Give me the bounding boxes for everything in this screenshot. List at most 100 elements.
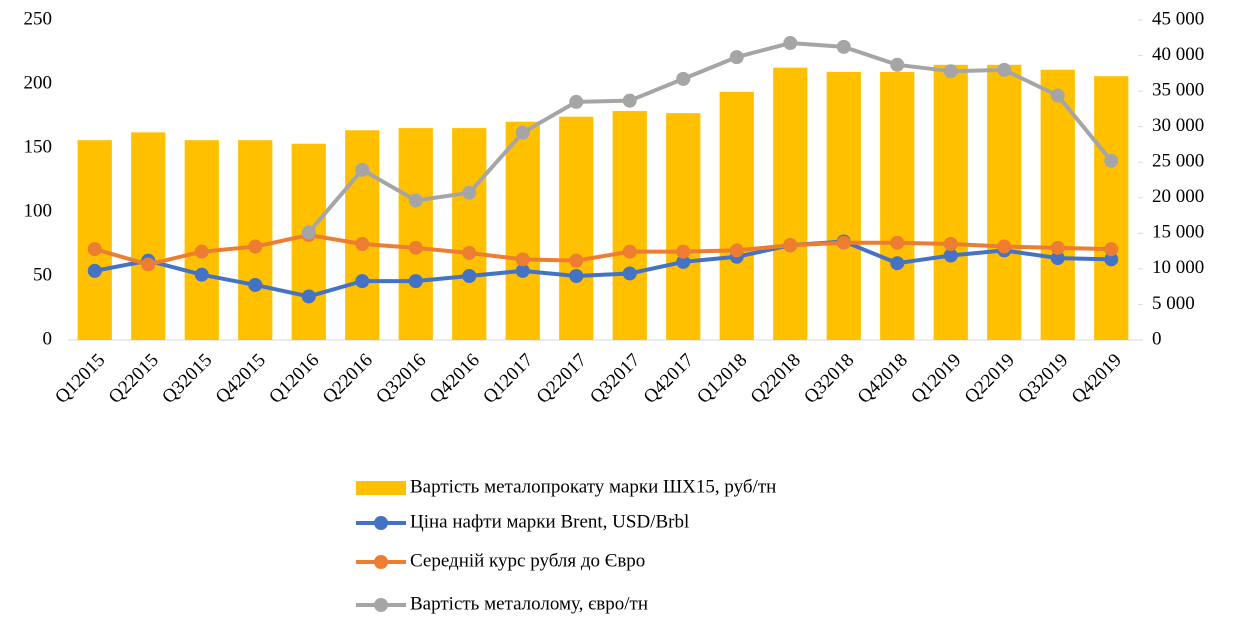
legend-marker bbox=[374, 555, 388, 569]
point bbox=[997, 62, 1012, 77]
point bbox=[408, 240, 423, 255]
bar bbox=[1040, 69, 1075, 341]
x-tick-label: Q32018 bbox=[800, 350, 858, 408]
y2-tick-label: 25 000 bbox=[1152, 151, 1204, 172]
bar bbox=[826, 71, 861, 341]
x-tick-label: Q42016 bbox=[426, 350, 484, 408]
y2-tick-label: 30 000 bbox=[1152, 115, 1204, 136]
y2-tick-label: 35 000 bbox=[1152, 79, 1204, 100]
point bbox=[783, 36, 798, 51]
y2-tick-label: 20 000 bbox=[1152, 186, 1204, 207]
y2-tick-label: 5 000 bbox=[1152, 293, 1195, 314]
point bbox=[301, 289, 316, 304]
point bbox=[515, 252, 530, 267]
point bbox=[890, 256, 905, 271]
legend-label: Вартість металолому, євро/тн bbox=[410, 593, 648, 614]
point bbox=[141, 257, 156, 272]
bar bbox=[1094, 76, 1129, 340]
point bbox=[87, 263, 102, 278]
y-tick-label: 150 bbox=[24, 136, 53, 157]
x-tick-label: Q42019 bbox=[1068, 350, 1126, 408]
y-tick-label: 50 bbox=[33, 264, 52, 285]
point bbox=[569, 94, 584, 109]
bar bbox=[880, 71, 915, 341]
point bbox=[836, 235, 851, 250]
bar bbox=[933, 64, 968, 341]
point bbox=[87, 242, 102, 257]
point bbox=[836, 39, 851, 54]
point bbox=[569, 253, 584, 268]
y-tick-label: 100 bbox=[24, 200, 53, 221]
x-tick-label: Q12017 bbox=[479, 350, 537, 408]
legend-marker bbox=[374, 516, 388, 530]
point bbox=[943, 237, 958, 251]
legend-swatch bbox=[356, 481, 406, 495]
bar bbox=[559, 116, 594, 340]
x-tick-label: Q32017 bbox=[586, 350, 644, 408]
point bbox=[1050, 251, 1065, 266]
point bbox=[355, 274, 370, 289]
point bbox=[515, 125, 530, 140]
point bbox=[248, 277, 263, 292]
x-tick-label: Q32019 bbox=[1014, 350, 1072, 408]
point bbox=[783, 238, 798, 253]
x-tick-label: Q42015 bbox=[212, 350, 270, 408]
y2-tick-label: 40 000 bbox=[1152, 44, 1204, 65]
x-tick-label: Q42018 bbox=[854, 350, 912, 408]
line bbox=[94, 233, 1112, 267]
point bbox=[569, 269, 584, 283]
bar bbox=[612, 111, 647, 341]
bar bbox=[666, 113, 701, 341]
point bbox=[1104, 242, 1119, 257]
point bbox=[515, 263, 530, 278]
bar bbox=[773, 67, 808, 341]
bar bbox=[345, 130, 380, 340]
bar bbox=[131, 132, 166, 340]
x-tick-label: Q32016 bbox=[372, 350, 430, 408]
point bbox=[943, 248, 958, 263]
point bbox=[355, 162, 370, 177]
bar bbox=[452, 128, 487, 340]
point bbox=[729, 243, 744, 258]
legend-label: Середній курс рубля до Євро bbox=[410, 550, 645, 571]
y2-tick-label: 10 000 bbox=[1152, 257, 1204, 278]
bar bbox=[398, 128, 433, 340]
point bbox=[355, 237, 370, 251]
y2-tick-label: 15 000 bbox=[1152, 222, 1204, 243]
x-tick-label: Q22019 bbox=[961, 350, 1019, 408]
point bbox=[194, 244, 209, 259]
line bbox=[307, 41, 1113, 234]
y2-tick-label: 0 bbox=[1152, 328, 1162, 349]
point bbox=[622, 244, 637, 259]
x-tick-label: Q22015 bbox=[105, 350, 163, 408]
point bbox=[676, 71, 691, 86]
point bbox=[676, 244, 691, 259]
bar bbox=[987, 64, 1022, 341]
point bbox=[301, 225, 316, 240]
y-tick-label: 200 bbox=[24, 72, 53, 93]
point bbox=[622, 266, 637, 281]
legend-marker bbox=[374, 598, 388, 612]
point bbox=[248, 239, 263, 254]
x-tick-label: Q12015 bbox=[51, 350, 109, 408]
point bbox=[1050, 88, 1065, 103]
x-tick-label: Q12016 bbox=[265, 350, 323, 408]
point bbox=[1104, 153, 1119, 168]
point bbox=[462, 245, 477, 260]
point bbox=[1104, 252, 1119, 267]
x-tick-label: Q22018 bbox=[747, 350, 805, 408]
x-tick-label: Q22017 bbox=[533, 350, 591, 408]
point bbox=[729, 50, 744, 65]
bar bbox=[77, 140, 112, 340]
legend-label: Ціна нафти марки Brent, USD/Brbl bbox=[410, 511, 689, 532]
line bbox=[94, 239, 1112, 299]
point bbox=[408, 193, 423, 208]
x-tick-label: Q42017 bbox=[640, 350, 698, 408]
point bbox=[890, 235, 905, 250]
x-tick-label: Q12019 bbox=[907, 350, 965, 408]
point bbox=[408, 274, 423, 289]
point bbox=[622, 93, 637, 108]
x-tick-label: Q32015 bbox=[158, 350, 216, 408]
bar bbox=[719, 91, 754, 340]
y-tick-label: 0 bbox=[43, 328, 53, 349]
